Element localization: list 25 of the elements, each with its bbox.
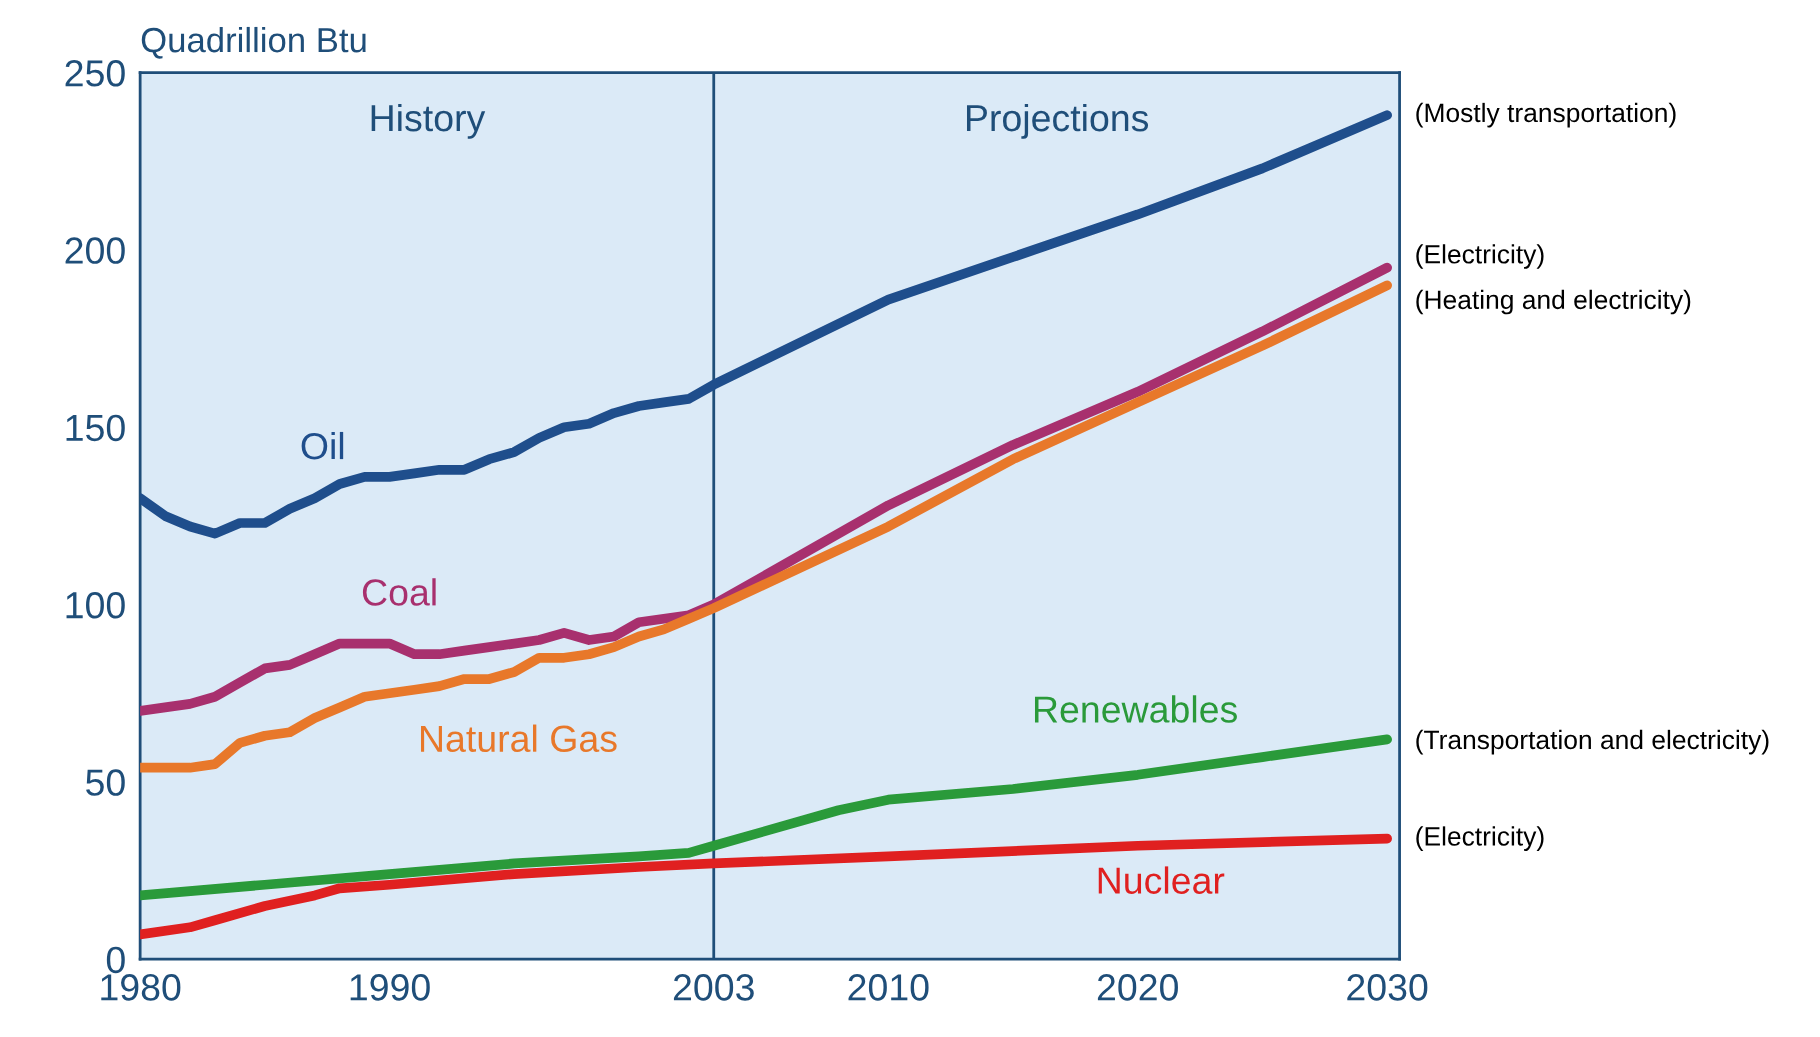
y-tick-label: 250 — [65, 59, 125, 87]
series-label: Nuclear — [1098, 866, 1225, 894]
y-tick-label: 150 — [66, 414, 125, 442]
text: (Mostly transportation) — [1416, 102, 1676, 128]
y-tick-label: 200 — [65, 237, 125, 264]
series-label: Oil — [301, 431, 344, 460]
x-tick-label: 2020 — [1097, 974, 1178, 1001]
annotation: Projections — [966, 103, 1149, 139]
x-tick-label: 2010 — [848, 974, 929, 1001]
text: (Electricity) — [1416, 826, 1544, 851]
y-axis-title: Quadrillion Btu — [141, 26, 366, 59]
series-label: Coal — [362, 578, 436, 606]
x-tick-label: 1980 — [101, 974, 181, 1001]
x-tick-label: 2030 — [1347, 974, 1428, 1001]
x-tick-label: 2003 — [673, 974, 754, 1001]
y-tick-label: 100 — [66, 591, 125, 619]
x-tick-label: 1990 — [350, 974, 430, 1001]
series-label: Renewables — [1034, 695, 1237, 723]
y-tick-label: 50 — [86, 769, 125, 796]
text: (Transportation and electricity) — [1416, 729, 1769, 755]
y-tick-label: 0 — [106, 946, 125, 974]
text: (Heating and electricity) — [1416, 289, 1691, 315]
annotation: History — [371, 103, 486, 139]
text: (Electricity) — [1416, 244, 1544, 269]
series-label: Natural Gas — [421, 724, 617, 753]
